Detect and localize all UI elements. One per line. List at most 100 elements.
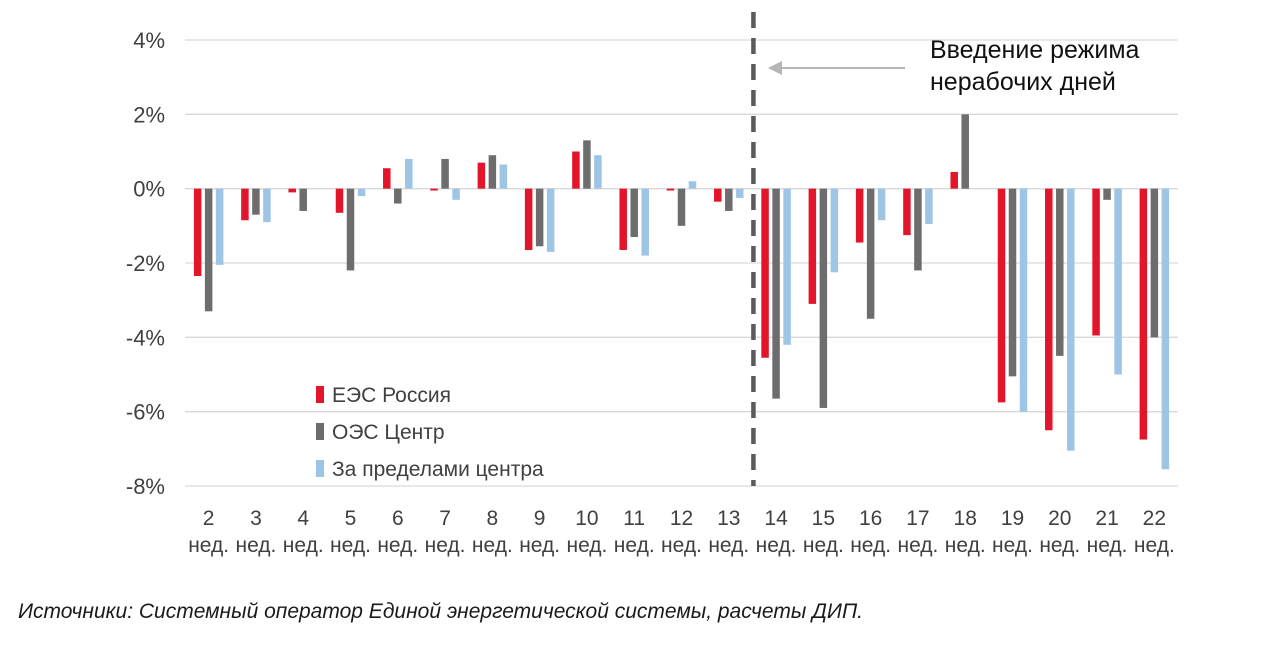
bar-3-16 <box>877 188 886 221</box>
bar-3-15 <box>830 188 839 273</box>
bar-1-6 <box>383 168 391 189</box>
bar-2-10 <box>583 140 591 189</box>
x-tick-label: 10 <box>575 507 598 530</box>
bar-2-8 <box>488 155 497 189</box>
x-tick-suffix: нед. <box>235 534 276 557</box>
x-axis-tick-labels: 2 нед. 3 нед. 4 нед. 5 нед. 6 нед. 7 нед. 8 нед. 9 нед.… <box>188 507 1175 557</box>
bar-3-7 <box>452 188 460 200</box>
bar-series <box>193 114 1170 470</box>
bar-2-21 <box>1103 188 1111 200</box>
legend-swatch <box>316 423 324 440</box>
x-tick-label: 18 <box>954 507 977 530</box>
bar-2-18 <box>961 114 969 189</box>
bar-2-5 <box>346 188 355 271</box>
x-tick-suffix: нед. <box>661 534 702 557</box>
bar-3-9 <box>546 188 555 252</box>
x-tick-label: 17 <box>906 507 929 530</box>
bar-1-11 <box>619 188 627 250</box>
regime-marker: Введение режима нерабочих дней <box>751 12 1140 486</box>
y-tick-label: -8% <box>126 474 165 499</box>
bar-2-15 <box>819 188 828 408</box>
x-tick-label: 19 <box>1001 507 1024 530</box>
bar-2-9 <box>535 188 544 247</box>
y-tick-label: -4% <box>126 325 165 350</box>
bar-1-7 <box>430 188 438 191</box>
y-tick-label: -6% <box>126 400 165 425</box>
gridlines <box>185 39 1178 487</box>
x-tick-suffix: нед. <box>897 534 938 557</box>
y-tick-label: 4% <box>133 28 165 53</box>
bar-2-2 <box>204 188 213 312</box>
x-tick-label: 4 <box>297 507 309 530</box>
x-tick-label: 9 <box>534 507 546 530</box>
x-tick-label: 7 <box>439 507 451 530</box>
bar-1-15 <box>808 188 817 304</box>
bar-1-21 <box>1092 188 1100 336</box>
x-tick-suffix: нед. <box>756 534 797 557</box>
bar-1-9 <box>524 188 533 250</box>
bar-3-19 <box>1019 188 1028 412</box>
y-axis-tick-labels: 4% 2% 0% -2% -4% -6% -8% <box>126 28 165 499</box>
bar-2-16 <box>866 188 875 319</box>
x-tick-label: 12 <box>670 507 693 530</box>
bar-2-12 <box>677 188 686 226</box>
bar-3-6 <box>405 158 413 189</box>
x-tick-suffix: нед. <box>330 534 371 557</box>
bar-3-5 <box>357 188 366 197</box>
bar-3-17 <box>925 188 933 224</box>
annotation-arrow-head <box>768 61 782 75</box>
bar-3-10 <box>594 155 602 189</box>
x-tick-suffix: нед. <box>803 534 844 557</box>
bar-3-8 <box>499 164 508 189</box>
legend-label: ОЭС Центр <box>332 421 445 444</box>
bar-3-11 <box>641 188 649 256</box>
x-tick-suffix: нед. <box>1087 534 1128 557</box>
bar-1-10 <box>572 151 580 189</box>
bar-1-20 <box>1045 188 1053 431</box>
bar-1-18 <box>950 171 958 189</box>
bar-2-14 <box>772 188 780 399</box>
bar-2-17 <box>914 188 922 271</box>
bar-3-22 <box>1161 188 1170 470</box>
bar-1-16 <box>855 188 864 243</box>
bar-2-7 <box>441 158 449 189</box>
bar-1-22 <box>1139 188 1148 440</box>
bar-2-13 <box>725 188 733 211</box>
x-tick-suffix: нед. <box>377 534 418 557</box>
bar-3-12 <box>688 181 697 189</box>
legend-label: За пределами центра <box>332 458 544 481</box>
x-tick-label: 2 <box>203 507 215 530</box>
x-tick-label: 15 <box>812 507 835 530</box>
bar-chart: 4% 2% 0% -2% -4% -6% -8% 2 нед. 3 нед. 4 нед. 5 нед. 6… <box>126 12 1178 557</box>
x-tick-label: 13 <box>717 507 740 530</box>
bar-2-20 <box>1056 188 1064 356</box>
x-tick-label: 3 <box>250 507 262 530</box>
x-tick-label: 5 <box>345 507 357 530</box>
bar-3-20 <box>1067 188 1075 451</box>
y-tick-label: 2% <box>133 102 165 127</box>
x-tick-label: 20 <box>1048 507 1071 530</box>
source-note: Источники: Системный оператор Единой эне… <box>18 600 863 623</box>
bar-2-4 <box>299 188 307 211</box>
annotation-text: Введение режима <box>930 36 1140 64</box>
x-tick-suffix: нед. <box>472 534 513 557</box>
x-tick-suffix: нед. <box>1134 534 1175 557</box>
x-tick-label: 16 <box>859 507 882 530</box>
legend-swatch <box>316 460 324 477</box>
x-tick-suffix: нед. <box>708 534 749 557</box>
legend-label: ЕЭС Россия <box>332 384 451 407</box>
x-tick-label: 11 <box>623 507 645 530</box>
x-tick-suffix: нед. <box>992 534 1033 557</box>
bar-1-14 <box>761 188 769 358</box>
bar-1-19 <box>997 188 1006 403</box>
x-tick-suffix: нед. <box>1039 534 1080 557</box>
x-tick-suffix: нед. <box>283 534 324 557</box>
bar-2-19 <box>1008 188 1017 377</box>
x-tick-label: 6 <box>392 507 404 530</box>
x-tick-suffix: нед. <box>945 534 986 557</box>
bar-1-5 <box>335 188 344 213</box>
bar-3-21 <box>1114 188 1122 375</box>
bar-3-14 <box>783 188 791 345</box>
bar-1-13 <box>714 188 722 202</box>
x-tick-label: 14 <box>764 507 788 530</box>
